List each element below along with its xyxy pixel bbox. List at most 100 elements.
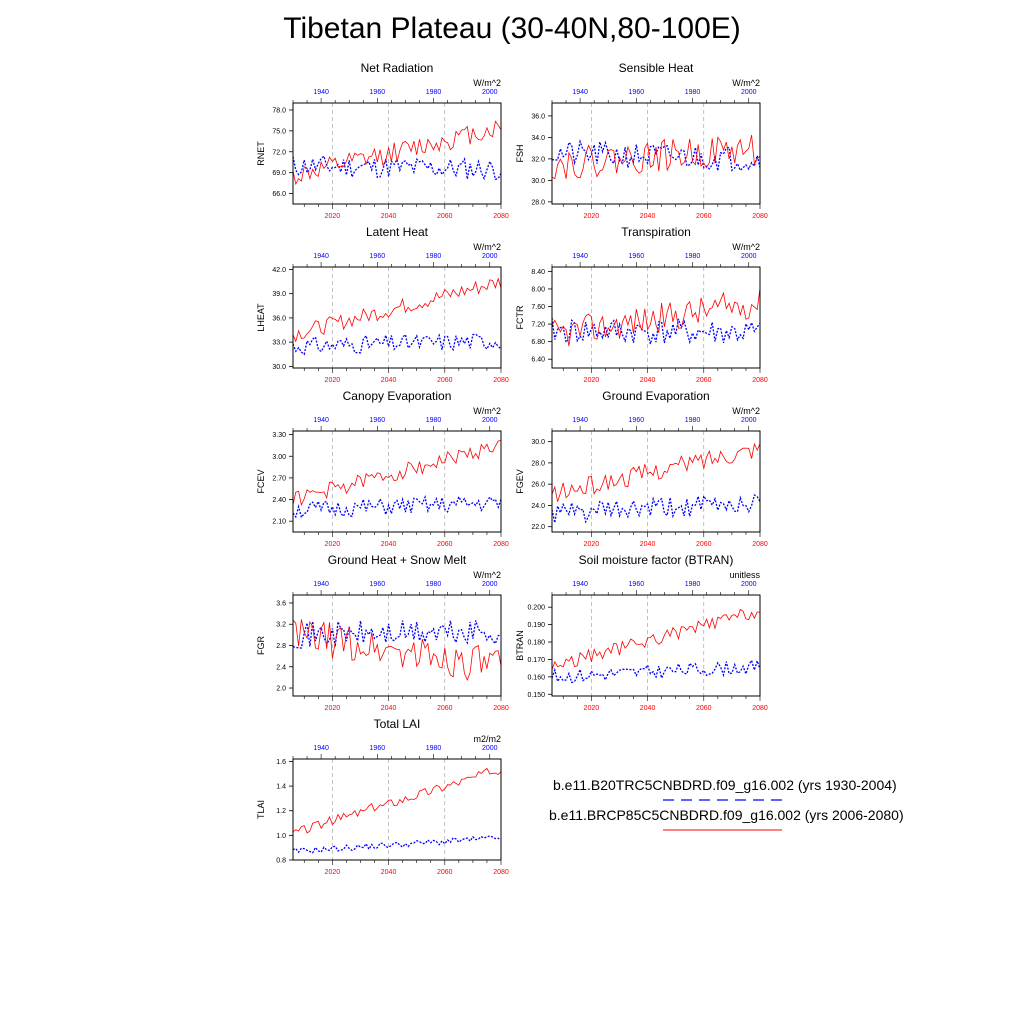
panel-6-ytick-label: 28.0 [531,460,545,467]
panel-8-xlabel-bottom: 2060 [696,705,712,712]
panel-9-xlabel-top: 2000 [482,745,498,752]
panel-4-xlabel-top: 1960 [629,253,645,260]
panel-2-frame [551,102,761,205]
panel-9-title: Total LAI [374,717,421,731]
panel-9-ytick-label: 0.8 [276,858,286,865]
panel-5-series-historical [292,494,502,519]
panel-4-xlabel-top: 2000 [741,253,757,260]
panel-3-xlabel-top: 2000 [482,253,498,260]
panel-9-xlabel-top: 1980 [426,745,442,752]
panel-2-xlabel-bottom: 2080 [752,213,768,220]
panel-5-ytick-label: 2.70 [272,475,286,482]
panel-7-xlabel-top: 1960 [370,581,386,588]
panel-9-xlabel-bottom: 2060 [437,869,453,876]
panel-3-xlabel-top: 1940 [313,253,329,260]
panel-9-xlabel-bottom: 2080 [493,869,509,876]
panel-8-units: unitless [729,570,760,580]
panel-6-xlabel-bottom: 2060 [696,541,712,548]
panel-6-ytick-label: 26.0 [531,482,545,489]
panel-4-units: W/m^2 [732,242,760,252]
panel-5-xlabel-bottom: 2060 [437,541,453,548]
panel-6-ytick-label: 24.0 [531,503,545,510]
panel-3-series-future [292,277,502,343]
panel-5-units: W/m^2 [473,406,501,416]
panel-4-series-historical [551,317,761,345]
panel-1-ytick-label: 78.0 [272,107,286,114]
panel-4-title: Transpiration [621,225,691,239]
panel-1-xlabel-top: 1960 [370,89,386,96]
panel-3-xlabel-top: 1980 [426,253,442,260]
panel-2-xlabel-top: 1980 [685,89,701,96]
panel-5-ytick-label: 2.40 [272,497,286,504]
panel-4-ytick-label: 7.20 [531,322,545,329]
panel-8-ytick-label: 0.200 [527,605,545,612]
panel-7-xlabel-top: 1940 [313,581,329,588]
panel-7-ytick-label: 2.4 [276,664,286,671]
panel-5-ytick-label: 3.00 [272,454,286,461]
panel-5-xlabel-bottom: 2020 [325,541,341,548]
panel-4-ytick-label: 8.00 [531,286,545,293]
panel-8-ytick-label: 0.170 [527,657,545,664]
panel-6-units: W/m^2 [732,406,760,416]
panel-9-series-historical [292,835,502,854]
panel-7-frame [292,594,502,697]
panel-1-xlabel-top: 1980 [426,89,442,96]
panel-3-ytick-label: 30.0 [272,364,286,371]
panel-2-ylabel: FSH [515,145,525,163]
panel-7-xlabel-bottom: 2040 [381,705,397,712]
panel-3-xlabel-top: 1960 [370,253,386,260]
panel-5-frame [292,430,502,533]
panel-1-xlabel-top: 2000 [482,89,498,96]
panel-2-xlabel-top: 1940 [572,89,588,96]
panel-2-xlabel-top: 2000 [741,89,757,96]
panel-4-ytick-label: 6.40 [531,357,545,364]
panel-4-xlabel-bottom: 2040 [640,377,656,384]
panel-5-xlabel-top: 1980 [426,417,442,424]
panel-8-xlabel-top: 1980 [685,581,701,588]
panel-2-units: W/m^2 [732,78,760,88]
panel-6-ylabel: FGEV [515,469,525,494]
panel-5-xlabel-top: 2000 [482,417,498,424]
panel-4-ytick-label: 7.60 [531,304,545,311]
panel-7-units: W/m^2 [473,570,501,580]
panel-4-xlabel-top: 1980 [685,253,701,260]
panel-1-ytick-label: 69.0 [272,170,286,177]
panel-3-xlabel-bottom: 2040 [381,377,397,384]
panel-3-xlabel-bottom: 2080 [493,377,509,384]
panel-2-title: Sensible Heat [619,61,694,75]
panel-5-xlabel-bottom: 2080 [493,541,509,548]
panel-7-xlabel-bottom: 2020 [325,705,341,712]
panel-7-title: Ground Heat + Snow Melt [328,553,467,567]
panel-8-ytick-label: 0.190 [527,622,545,629]
page-title: Tibetan Plateau (30-40N,80-100E) [283,12,741,45]
panel-5-ylabel: FCEV [256,469,266,493]
panel-9-xlabel-bottom: 2040 [381,869,397,876]
panel-9-ytick-label: 1.0 [276,833,286,840]
panel-7-xlabel-bottom: 2060 [437,705,453,712]
panel-3-title: Latent Heat [366,225,429,239]
legend-historical-label: b.e11.B20TRC5CNBDRD.f09_g16.002 (yrs 193… [553,777,897,793]
panel-8-series-future [551,608,761,670]
panel-7-ytick-label: 3.2 [276,622,286,629]
panel-1-ytick-label: 75.0 [272,128,286,135]
panel-2-ytick-label: 28.0 [531,199,545,206]
panel-7-series-future [292,619,502,682]
panel-4-xlabel-bottom: 2060 [696,377,712,384]
panel-1-xlabel-bottom: 2080 [493,213,509,220]
panel-7-xlabel-top: 2000 [482,581,498,588]
panel-6-xlabel-top: 1940 [572,417,588,424]
panel-5-title: Canopy Evaporation [343,389,452,403]
panel-4-ytick-label: 6.80 [531,339,545,346]
panel-6-xlabel-bottom: 2020 [584,541,600,548]
panel-6-xlabel-top: 2000 [741,417,757,424]
panel-7-xlabel-bottom: 2080 [493,705,509,712]
panel-3-ylabel: LHEAT [256,303,266,332]
panel-4-ytick-label: 8.40 [531,269,545,276]
panel-7-ytick-label: 2.8 [276,643,286,650]
panel-5-xlabel-bottom: 2040 [381,541,397,548]
panel-9-xlabel-top: 1940 [313,745,329,752]
panel-2-ytick-label: 32.0 [531,156,545,163]
panel-7-ytick-label: 2.0 [276,686,286,693]
panel-3-xlabel-bottom: 2060 [437,377,453,384]
panel-1-xlabel-top: 1940 [313,89,329,96]
